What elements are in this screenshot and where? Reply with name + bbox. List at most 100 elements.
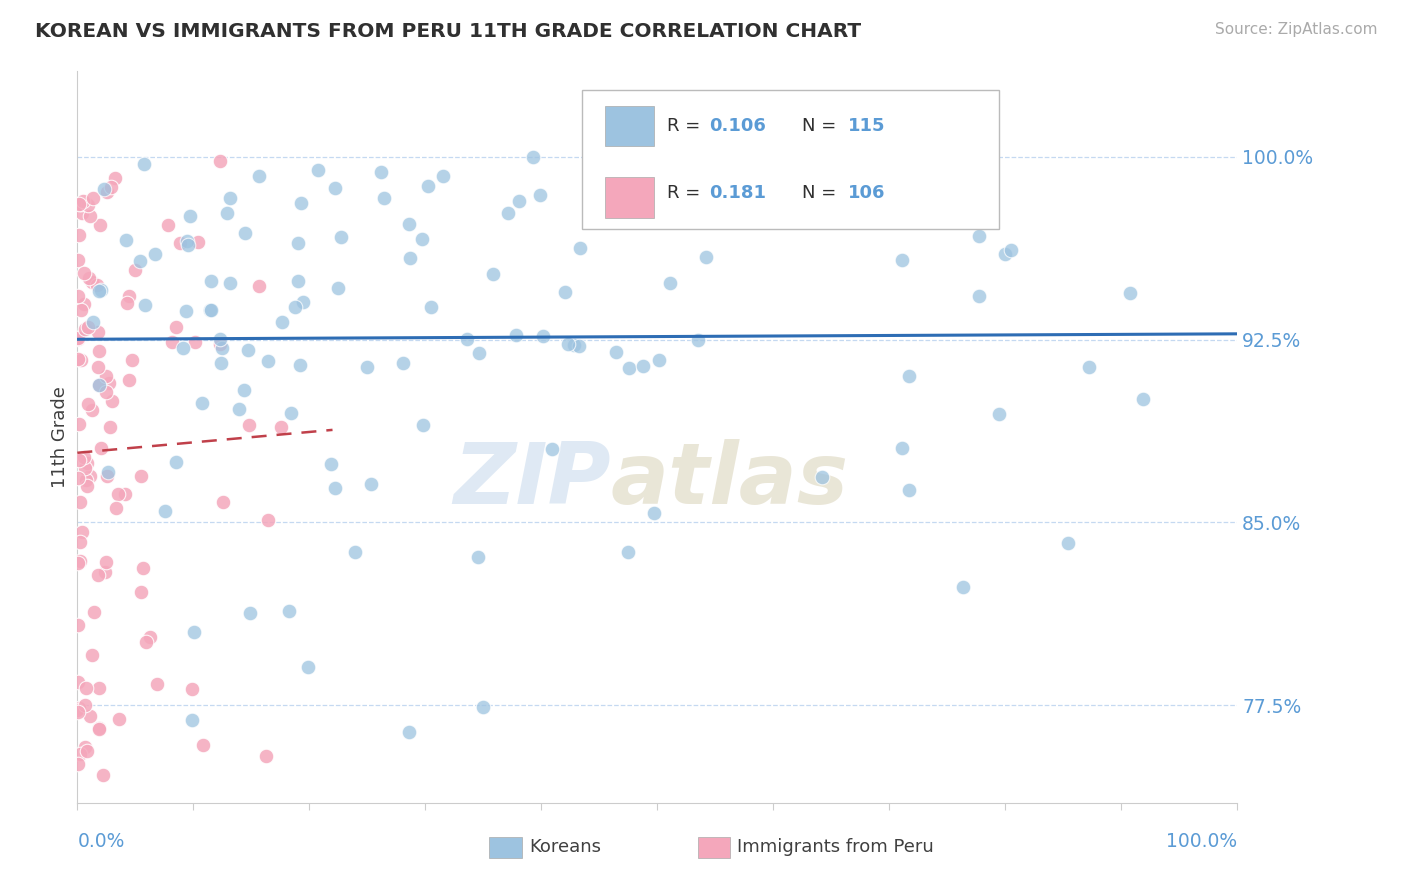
Immigrants from Peru bbox=[124, 263, 146, 277]
Immigrants from Peru bbox=[98, 420, 121, 434]
Immigrants from Peru bbox=[80, 648, 103, 662]
Immigrants from Peru bbox=[76, 197, 98, 211]
Immigrants from Peru bbox=[121, 352, 143, 367]
Koreans bbox=[1119, 285, 1142, 300]
Koreans bbox=[897, 369, 920, 384]
Immigrants from Peru bbox=[73, 460, 96, 475]
Koreans bbox=[952, 580, 974, 594]
Immigrants from Peru bbox=[76, 320, 98, 334]
Koreans bbox=[619, 360, 641, 375]
Immigrants from Peru bbox=[73, 266, 96, 280]
Koreans bbox=[531, 329, 554, 343]
Koreans bbox=[1056, 536, 1078, 550]
Y-axis label: 11th Grade: 11th Grade bbox=[51, 386, 69, 488]
Koreans bbox=[181, 713, 204, 727]
Koreans bbox=[319, 457, 342, 471]
Immigrants from Peru bbox=[87, 722, 110, 736]
Immigrants from Peru bbox=[79, 469, 101, 483]
Immigrants from Peru bbox=[238, 417, 260, 432]
Immigrants from Peru bbox=[66, 331, 89, 345]
Immigrants from Peru bbox=[73, 698, 96, 712]
Koreans bbox=[172, 341, 194, 355]
Immigrants from Peru bbox=[131, 561, 153, 575]
Koreans bbox=[233, 383, 256, 397]
Immigrants from Peru bbox=[108, 712, 131, 726]
Immigrants from Peru bbox=[72, 205, 94, 219]
Immigrants from Peru bbox=[257, 513, 280, 527]
Immigrants from Peru bbox=[79, 709, 101, 723]
Koreans bbox=[209, 356, 232, 370]
Koreans bbox=[529, 188, 551, 202]
Koreans bbox=[967, 289, 990, 303]
Immigrants from Peru bbox=[80, 275, 103, 289]
Koreans bbox=[174, 303, 197, 318]
Immigrants from Peru bbox=[69, 554, 91, 568]
Immigrants from Peru bbox=[82, 403, 104, 417]
Koreans bbox=[93, 182, 115, 196]
Koreans bbox=[605, 345, 627, 359]
Immigrants from Peru bbox=[69, 302, 91, 317]
Immigrants from Peru bbox=[270, 419, 292, 434]
Immigrants from Peru bbox=[91, 768, 114, 782]
Immigrants from Peru bbox=[165, 319, 187, 334]
Koreans bbox=[323, 481, 346, 495]
Koreans bbox=[672, 154, 695, 169]
Koreans bbox=[1000, 243, 1022, 257]
Koreans bbox=[297, 660, 319, 674]
Koreans bbox=[391, 356, 413, 370]
Immigrants from Peru bbox=[212, 495, 235, 509]
Immigrants from Peru bbox=[75, 681, 97, 695]
Immigrants from Peru bbox=[115, 296, 138, 310]
Immigrants from Peru bbox=[66, 618, 89, 632]
Text: KOREAN VS IMMIGRANTS FROM PERU 11TH GRADE CORRELATION CHART: KOREAN VS IMMIGRANTS FROM PERU 11TH GRAD… bbox=[35, 22, 862, 41]
Immigrants from Peru bbox=[67, 351, 90, 366]
Immigrants from Peru bbox=[67, 228, 90, 243]
Koreans bbox=[631, 359, 654, 373]
Koreans bbox=[209, 331, 232, 345]
Koreans bbox=[472, 700, 495, 714]
Koreans bbox=[967, 229, 990, 244]
Koreans bbox=[568, 339, 591, 353]
Immigrants from Peru bbox=[247, 279, 270, 293]
Koreans bbox=[190, 396, 212, 410]
FancyBboxPatch shape bbox=[605, 178, 654, 218]
Immigrants from Peru bbox=[83, 606, 105, 620]
Koreans bbox=[287, 236, 309, 251]
Immigrants from Peru bbox=[117, 373, 139, 387]
Koreans bbox=[183, 624, 205, 639]
Koreans bbox=[557, 336, 579, 351]
Immigrants from Peru bbox=[66, 706, 89, 720]
Text: N =: N = bbox=[803, 117, 842, 135]
Koreans bbox=[370, 165, 392, 179]
Koreans bbox=[239, 606, 262, 620]
Koreans bbox=[228, 402, 250, 417]
Immigrants from Peru bbox=[118, 288, 141, 302]
Immigrants from Peru bbox=[209, 154, 232, 169]
Koreans bbox=[897, 483, 920, 497]
Text: atlas: atlas bbox=[612, 440, 849, 523]
Koreans bbox=[90, 283, 112, 297]
Koreans bbox=[143, 247, 166, 261]
Koreans bbox=[505, 328, 527, 343]
Koreans bbox=[176, 235, 198, 249]
Immigrants from Peru bbox=[96, 468, 118, 483]
Koreans bbox=[467, 549, 489, 564]
Immigrants from Peru bbox=[76, 479, 98, 493]
Immigrants from Peru bbox=[67, 332, 90, 346]
Koreans bbox=[134, 157, 156, 171]
Immigrants from Peru bbox=[94, 555, 117, 569]
Immigrants from Peru bbox=[104, 501, 127, 516]
Immigrants from Peru bbox=[89, 343, 111, 358]
Immigrants from Peru bbox=[67, 701, 90, 715]
Immigrants from Peru bbox=[100, 180, 122, 194]
Koreans bbox=[292, 295, 315, 310]
Koreans bbox=[418, 178, 440, 193]
Koreans bbox=[411, 232, 433, 246]
Koreans bbox=[606, 215, 628, 229]
Koreans bbox=[562, 338, 585, 352]
Text: ZIP: ZIP bbox=[453, 440, 612, 523]
Koreans bbox=[89, 284, 111, 298]
Koreans bbox=[810, 469, 832, 483]
Immigrants from Peru bbox=[66, 252, 89, 267]
Immigrants from Peru bbox=[104, 171, 127, 186]
